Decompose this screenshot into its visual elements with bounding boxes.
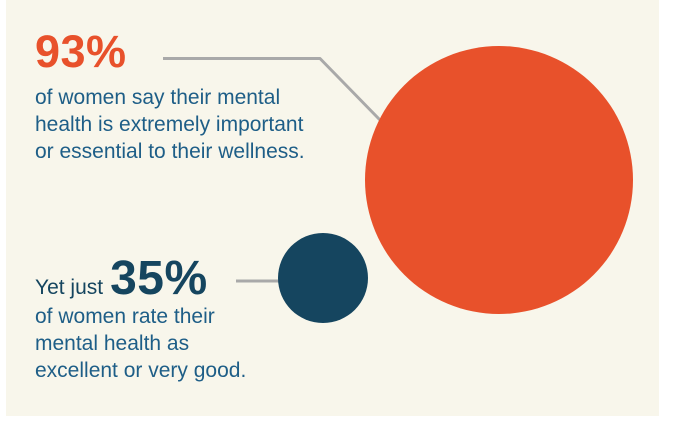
stat-35-description: of women rate their mental health as exc… bbox=[35, 303, 246, 384]
stat-93-description-line-2: health is extremely important bbox=[35, 113, 304, 136]
infographic-panel: 93% of women say their mental health is … bbox=[6, 0, 659, 416]
stat-35-description-line-3: excellent or very good. bbox=[35, 359, 247, 382]
stat-93-description-line-1: of women say their mental bbox=[35, 86, 281, 109]
bubble-93-percent bbox=[365, 46, 633, 314]
stat-35-value: 35% bbox=[110, 252, 208, 305]
stat-93-description: of women say their mental health is extr… bbox=[35, 84, 305, 165]
stat-35-prefix: Yet just bbox=[35, 276, 104, 299]
stat-35-description-line-1: of women rate their bbox=[35, 305, 215, 328]
stat-35-description-line-2: mental health as bbox=[35, 332, 190, 355]
stat-93-value: 93% bbox=[35, 26, 127, 77]
stat-93-percent: 93% bbox=[35, 29, 127, 74]
bubble-35-percent bbox=[278, 233, 368, 323]
stat-35-percent: Yet just 35% bbox=[35, 255, 208, 303]
stat-93-description-line-3: or essential to their wellness. bbox=[35, 140, 305, 163]
